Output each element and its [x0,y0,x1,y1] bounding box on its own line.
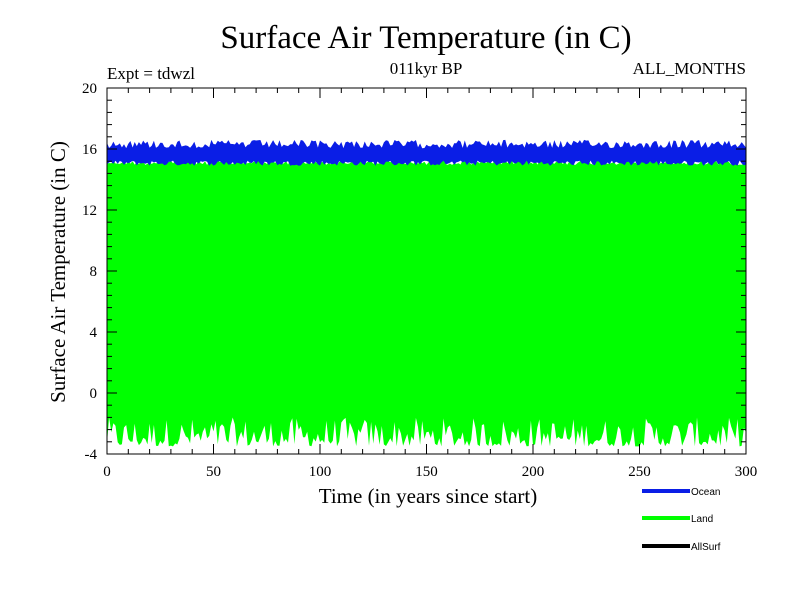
x-tick-label: 100 [309,464,332,480]
x-axis-label: Time (in years since start) [319,484,538,508]
x-tick-label: 50 [206,464,221,480]
months-label: ALL_MONTHS [633,59,746,78]
y-tick-label: 16 [82,142,98,158]
legend-label-allsurf: AllSurf [691,542,721,553]
period-label: 011kyr BP [390,59,463,78]
x-tick-label: 0 [103,464,111,480]
series-bands [107,139,746,447]
chart-title: Surface Air Temperature (in C) [220,20,631,56]
experiment-label: Expt = tdwzl [107,64,195,83]
legend: Ocean Land AllSurf [642,487,721,553]
x-tick-label: 200 [522,464,545,480]
y-axis-label: Surface Air Temperature (in C) [46,141,70,403]
y-tick-label: 0 [90,386,98,402]
x-tick-label: 150 [415,464,438,480]
y-tick-label: 8 [90,264,98,280]
axis-ticks [106,87,747,455]
x-tick-label: 300 [735,464,758,480]
series-ocean-band [107,139,746,166]
y-tick-label: -4 [85,447,98,463]
y-tick-label: 4 [90,325,98,341]
y-tick-label: 12 [82,203,97,219]
legend-label-ocean: Ocean [691,487,720,498]
series-land-band [107,159,746,447]
y-tick-label: 20 [82,81,97,97]
legend-label-land: Land [691,514,713,525]
x-tick-label: 250 [628,464,651,480]
